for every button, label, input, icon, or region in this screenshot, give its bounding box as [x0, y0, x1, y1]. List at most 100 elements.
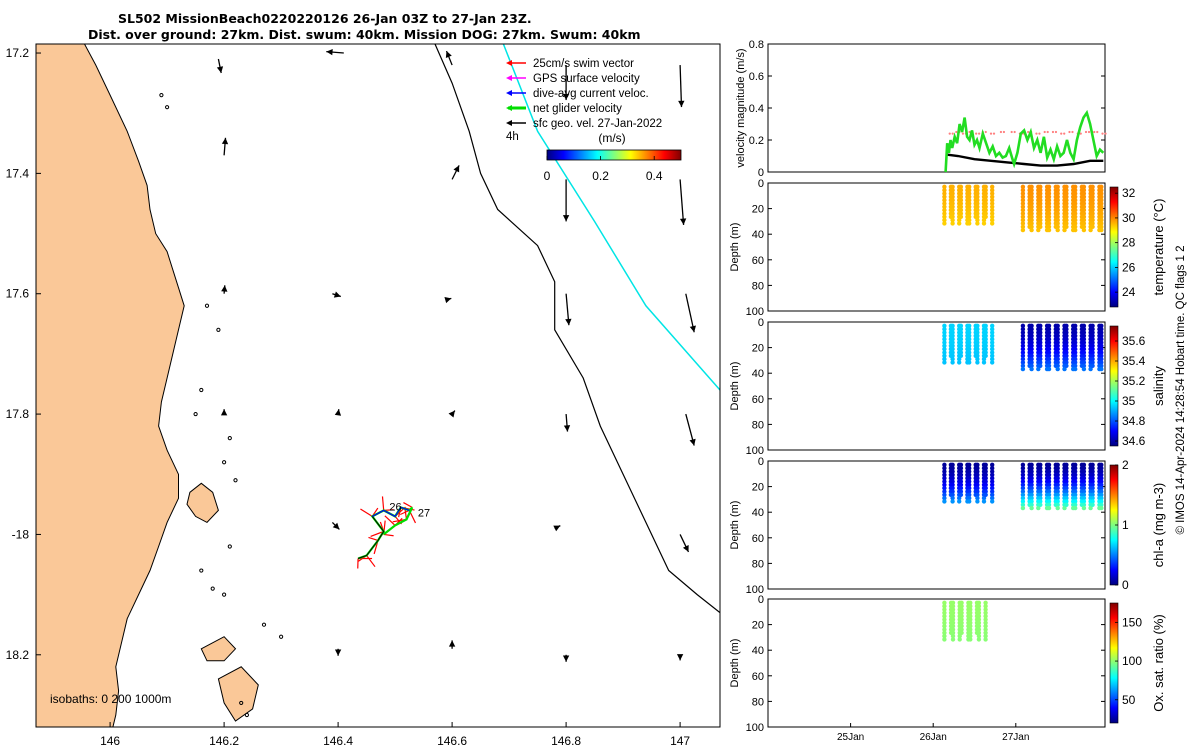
small-island	[216, 327, 221, 332]
profile-dot	[950, 214, 955, 219]
profile-dot	[983, 489, 988, 494]
profile-dot	[1029, 184, 1034, 189]
salinity-colorbar-tick-label: 34.6	[1122, 434, 1146, 448]
profile-dot	[1064, 469, 1069, 474]
profile-dot	[1038, 489, 1043, 494]
profile-dot	[967, 191, 972, 196]
profile-dot	[958, 191, 964, 196]
profile-dot	[1029, 485, 1034, 491]
profile-dot	[1020, 346, 1026, 352]
oxygen-panel: 0 20 40 60 80 100 Depth (m) 50 100 150 Ox. sat. ra…	[729, 594, 1166, 743]
profile-dot	[958, 492, 964, 497]
profile-dot	[1029, 333, 1034, 338]
profile-dot	[942, 472, 947, 477]
swim-vector-mark	[955, 130, 958, 134]
profile-dot	[1064, 330, 1069, 335]
profile-dot	[1046, 214, 1052, 219]
profile-dot	[968, 637, 973, 642]
profile-dot	[990, 485, 995, 491]
profile-dot	[975, 476, 980, 481]
cyan-track-line	[502, 44, 720, 391]
small-island	[165, 105, 170, 110]
profile-dot	[1029, 505, 1034, 511]
profile-dot	[1046, 191, 1052, 196]
profile-dot	[1064, 211, 1069, 216]
profile-dot	[990, 462, 995, 467]
profile-dot	[967, 350, 972, 355]
profile-dot	[967, 492, 972, 497]
profile-dot	[1090, 479, 1095, 484]
profile-dot	[1055, 191, 1060, 196]
profile-dot	[1081, 227, 1087, 233]
profile-dot	[1064, 466, 1069, 471]
net-velocity-line	[944, 109, 1105, 173]
profile-dot	[983, 350, 988, 355]
profile-dot	[958, 214, 964, 219]
profile-dot	[1055, 492, 1060, 497]
profile-dot	[1064, 224, 1069, 229]
profile-dot	[1020, 337, 1026, 342]
profile-dot	[983, 214, 988, 219]
profile-dot	[968, 623, 973, 629]
profile-dot	[950, 623, 956, 629]
profile-dot	[983, 485, 988, 491]
profile-dot	[1081, 366, 1087, 372]
profile-dot	[990, 479, 995, 484]
profile-dot	[950, 472, 955, 477]
map-frame	[35, 43, 721, 728]
geo-velocity-arrow	[562, 179, 570, 222]
profile-dot	[1081, 346, 1087, 352]
profile-dot	[950, 353, 955, 358]
profile-dot	[1046, 217, 1052, 223]
profile-dot	[942, 188, 947, 193]
profile-dot	[967, 469, 972, 474]
profile-dot	[1099, 350, 1104, 355]
profile-dot	[975, 221, 980, 226]
oxygen-colorbar	[1109, 602, 1119, 724]
geo-velocity-arrow	[216, 58, 224, 74]
swim-vector-mark	[975, 132, 978, 135]
profile-dot	[968, 617, 973, 622]
profile-dot	[983, 207, 988, 213]
profile-dot	[959, 623, 964, 629]
profile-dot	[983, 198, 988, 203]
profile-dot	[1055, 485, 1060, 491]
profile-dot	[1038, 472, 1043, 477]
profile-dot	[1046, 485, 1052, 491]
swim-vector-mark	[1013, 130, 1016, 134]
profile-dot	[990, 217, 995, 223]
profile-dot	[990, 191, 995, 196]
geo-velocity-arrow	[326, 48, 344, 56]
legend-label: net glider velocity	[533, 103, 622, 115]
legend-label: dive-avg current veloc.	[533, 88, 649, 100]
profile-dot	[1020, 505, 1026, 511]
profile-dot	[958, 184, 964, 189]
profile-dot	[942, 194, 947, 199]
profile-dot	[950, 350, 955, 355]
profile-dot	[950, 211, 955, 216]
island	[200, 636, 237, 662]
profile-dot	[942, 221, 947, 226]
profile-dot	[990, 198, 995, 203]
profile-dot	[1099, 505, 1104, 511]
profile-dot	[1046, 502, 1052, 507]
profile-dot	[975, 337, 980, 342]
profile-dot	[983, 633, 988, 639]
small-island	[239, 700, 244, 706]
profile-dot	[1099, 224, 1104, 229]
profile-dot	[1090, 350, 1095, 355]
profile-dot	[958, 188, 964, 193]
profile-dot	[1081, 479, 1087, 484]
profile-dot	[942, 469, 947, 474]
profile-dot	[1020, 217, 1026, 223]
profile-dot	[1055, 221, 1060, 226]
profile-dot	[957, 633, 962, 639]
map-x-tick-label: 146.4	[323, 734, 353, 748]
profile-dot	[1029, 353, 1034, 358]
profile-dot	[1055, 337, 1060, 342]
profile-dot	[942, 630, 947, 635]
profile-dot	[1020, 343, 1026, 348]
profile-dot	[1038, 184, 1043, 189]
profile-dot	[1046, 224, 1052, 229]
profile-dot	[1073, 366, 1078, 372]
